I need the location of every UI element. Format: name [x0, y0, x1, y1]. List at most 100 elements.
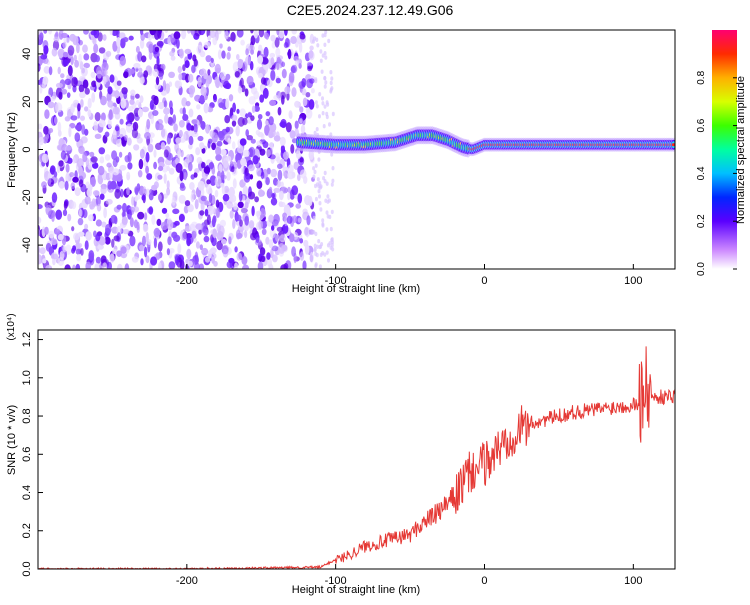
spectrogram-noise-cell	[107, 86, 113, 95]
spectrogram-noise-cell	[174, 220, 180, 226]
spectrogram-noise-cell	[325, 181, 329, 186]
spectrogram-noise-cell	[215, 154, 222, 162]
spectrogram-noise-cell	[235, 125, 240, 137]
spectrogram-noise-cell	[254, 196, 259, 203]
spectrogram-noise-cell	[215, 207, 220, 218]
spectrogram-noise-cell	[201, 247, 209, 256]
spectrogram-noise-cell	[120, 98, 127, 109]
spectrogram-noise-cell	[280, 181, 284, 188]
spectrogram-noise-cell	[295, 149, 302, 160]
spectrogram-y-label: Frequency (Hz)	[6, 112, 18, 188]
spectrogram-noise-cell	[103, 207, 107, 219]
spectrogram-noise-cell	[148, 51, 153, 60]
spectrogram-noise-cell	[230, 31, 236, 42]
spectrogram-noise-cell	[299, 33, 306, 40]
spectrogram-noise-cell	[255, 237, 260, 244]
spectrogram-noise-cell	[319, 252, 323, 257]
spectrogram-noise-cell	[142, 223, 149, 233]
spectrogram-noise-cell	[297, 173, 301, 181]
spectrogram-noise-cell	[321, 101, 325, 106]
spectrogram-noise-cell	[248, 146, 256, 158]
spectrogram-noise-cell	[111, 150, 118, 161]
spectrogram-noise-cell	[236, 252, 243, 261]
spectrogram-noise-cell	[139, 148, 145, 159]
spectrogram-noise-cell	[330, 76, 334, 81]
spectrogram-noise-cell	[213, 95, 218, 103]
spectrogram-noise-cell	[105, 198, 113, 205]
spectrogram-noise-cell	[217, 130, 224, 139]
spectrogram-noise-cell	[159, 72, 164, 80]
spectrogram-noise-cell	[205, 79, 210, 88]
spectrogram-noise-cell	[91, 80, 97, 88]
spectrogram-noise-cell	[300, 124, 306, 134]
spectrogram-noise-cell	[219, 71, 226, 81]
spectrogram-noise-cell	[203, 235, 210, 243]
spectrogram-noise-cell	[194, 30, 202, 37]
spectrogram-noise-cell	[98, 47, 106, 54]
spectrogram-noise-cell	[263, 46, 269, 58]
spectrogram-noise-cell	[173, 123, 178, 132]
spectrogram-noise-cell	[279, 190, 284, 201]
spectrogram-noise-cell	[191, 230, 197, 237]
spectrogram-noise-cell	[265, 177, 270, 186]
spectrogram-noise-cell	[60, 73, 65, 79]
spectrogram-noise-cell	[294, 59, 299, 67]
spectrogram-noise-cell	[316, 244, 320, 249]
spectrogram-noise-cell	[276, 156, 281, 164]
spectrogram-noise-cell	[231, 120, 237, 127]
spectrogram-noise-cell	[318, 181, 322, 186]
spectrogram-noise-cell	[150, 256, 158, 266]
spectrogram-noise-cell	[275, 47, 281, 58]
spectrogram-noise-cell	[271, 193, 276, 199]
spectrogram-noise-cell	[139, 30, 144, 36]
spectrogram-noise-cell	[251, 205, 255, 217]
spectrogram-noise-cell	[299, 157, 304, 163]
spectrogram-noise-cell	[318, 264, 322, 269]
spectrogram-noise-cell	[286, 215, 293, 224]
spectrogram-noise-cell	[198, 229, 202, 235]
spectrogram-noise-cell	[195, 223, 203, 231]
spectrogram-noise-cell	[57, 48, 65, 58]
spectrogram-noise-cell	[69, 122, 76, 129]
spectrogram-noise-cell	[249, 60, 254, 71]
spectrogram-noise-cell	[250, 138, 256, 144]
spectrogram-noise-cell	[55, 82, 63, 89]
spectrogram-noise-cell	[299, 169, 307, 179]
spectrogram-noise-cell	[271, 225, 275, 231]
spectrogram-noise-cell	[128, 106, 134, 112]
spectrogram-noise-cell	[169, 50, 175, 57]
spectrogram-noise-cell	[184, 48, 192, 55]
spectrogram-noise-cell	[262, 87, 269, 99]
spectrogram-x-tick-label: 0	[481, 275, 487, 287]
spectrogram-noise-cell	[163, 173, 167, 184]
spectrogram-noise-cell	[298, 42, 303, 53]
spectrogram-noise-cell	[268, 131, 274, 139]
spectrogram-noise-cell	[94, 263, 101, 269]
spectrogram-noise-cell	[210, 247, 217, 254]
spectrogram-noise-cell	[91, 92, 96, 103]
spectrogram-noise-cell	[78, 145, 85, 155]
spectrogram-noise-cell	[141, 106, 149, 113]
spectrogram-noise-cell	[291, 185, 299, 196]
spectrogram-noise-cell	[125, 123, 133, 133]
spectrogram-noise-cell	[40, 54, 48, 60]
spectrogram-noise-cell	[88, 250, 95, 261]
colorbar-tick-label: 0.0	[696, 262, 707, 276]
spectrogram-noise-cell	[255, 129, 261, 136]
spectrogram-noise-cell	[248, 96, 256, 105]
spectrogram-noise-cell	[159, 41, 164, 48]
spectrogram-noise-cell	[328, 214, 332, 220]
spectrogram-noise-cell	[294, 100, 301, 108]
spectrogram-noise-cell	[114, 188, 121, 199]
spectrogram-noise-cell	[247, 191, 256, 200]
spectrogram-noise-cell	[232, 102, 237, 113]
spectrogram-noise-cell	[199, 142, 205, 150]
spectrogram-noise-cell	[71, 226, 75, 232]
spectrogram-noise-cell	[278, 30, 285, 39]
spectrogram-noise-cell	[237, 145, 244, 154]
spectrogram-noise-cell	[155, 252, 161, 260]
spectrogram-noise-cell	[90, 71, 96, 79]
spectrogram-noise-cell	[270, 197, 278, 206]
